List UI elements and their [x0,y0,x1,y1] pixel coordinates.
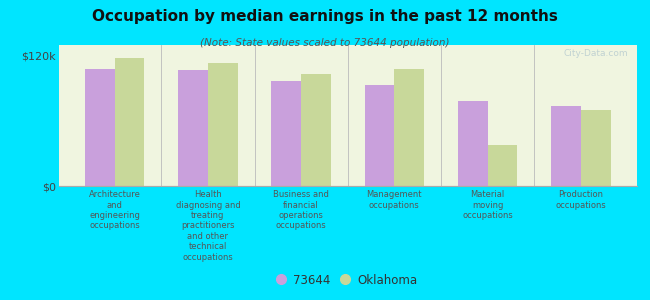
Bar [458,101,488,186]
Text: Occupation by median earnings in the past 12 months: Occupation by median earnings in the pas… [92,9,558,24]
Bar [301,74,331,186]
Bar [551,106,581,186]
Bar [114,58,144,186]
Bar [178,70,208,186]
Bar [84,69,114,186]
Bar [365,85,395,186]
Bar [208,63,238,186]
Text: City-Data.com: City-Data.com [564,49,629,58]
Bar [488,145,517,186]
Text: (Note: State values scaled to 73644 population): (Note: State values scaled to 73644 popu… [200,38,450,47]
Legend: 73644, Oklahoma: 73644, Oklahoma [274,270,421,290]
Bar [581,110,611,186]
Bar [271,81,301,186]
Bar [395,69,424,186]
